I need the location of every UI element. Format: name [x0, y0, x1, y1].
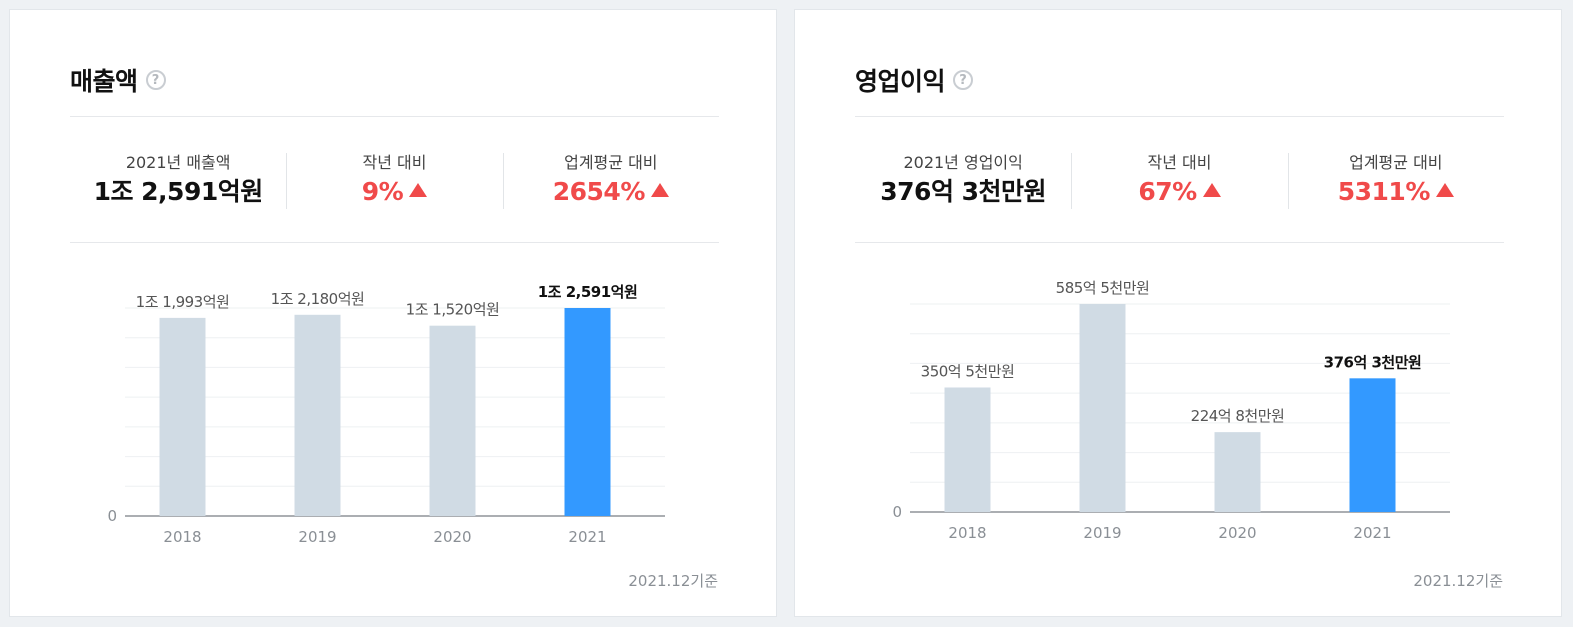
card-title: 매출액	[70, 67, 138, 96]
stat-label: 2021년 영업이익	[903, 153, 1023, 172]
stat-label: 작년 대비	[1147, 153, 1212, 172]
x-tick-label: 2019	[298, 528, 336, 546]
revenue-card: 매출액 ? 2021년 매출액 1조 2,591억원 작년 대비 9% 업계평균…	[9, 9, 777, 617]
bar	[294, 314, 341, 516]
stat-label: 업계평균 대비	[1349, 153, 1443, 172]
stat-industry: 업계평균 대비 2654%	[502, 153, 719, 209]
question-circle-icon[interactable]: ?	[953, 70, 974, 90]
stat-current: 2021년 매출액 1조 2,591억원	[70, 153, 286, 209]
x-tick-label: 2019	[1083, 524, 1121, 542]
stat-value: 376억 3천만원	[880, 177, 1047, 206]
x-tick-label: 2018	[948, 524, 986, 542]
operating-profit-bar-chart: 0 350억 5천만원 2018 585억 5천만원 2019 224억 8천만원 2020…	[892, 279, 1450, 542]
bar	[429, 325, 476, 516]
stat-value: 1조 2,591억원	[93, 177, 264, 206]
data-label: 350억 5천만원	[921, 362, 1015, 380]
operating-profit-card: 영업이익 ? 2021년 영업이익 376억 3천만원 작년 대비 67% 업계…	[794, 9, 1562, 617]
data-label: 1조 2,180억원	[271, 290, 365, 308]
stat-label: 업계평균 대비	[564, 153, 658, 172]
bar	[1214, 432, 1261, 512]
bar	[944, 387, 991, 512]
stat-value: 9%	[361, 177, 404, 206]
bar	[564, 308, 611, 516]
bar	[159, 317, 206, 516]
triangle-up-icon	[1202, 183, 1221, 197]
stat-value-wrap: 2654%	[503, 175, 719, 209]
data-label: 224억 8천만원	[1191, 407, 1285, 425]
footnote: 2021.12기준	[628, 572, 718, 590]
stat-industry: 업계평균 대비 5311%	[1287, 153, 1504, 209]
stat-value: 2654%	[552, 177, 646, 206]
divider	[70, 116, 719, 117]
divider	[855, 116, 1504, 117]
question-circle-icon[interactable]: ?	[145, 70, 166, 90]
divider	[855, 242, 1504, 243]
stat-value: 67%	[1138, 177, 1197, 206]
stat-value-wrap: 9%	[286, 175, 502, 209]
stat-current: 2021년 영업이익 376억 3천만원	[855, 153, 1071, 209]
stat-value-wrap: 5311%	[1288, 175, 1504, 209]
stat-value: 5311%	[1337, 177, 1431, 206]
y-tick-label: 0	[892, 503, 902, 521]
card-title: 영업이익	[855, 67, 946, 96]
stats-row: 2021년 매출액 1조 2,591억원 작년 대비 9% 업계평균 대비 26…	[70, 153, 719, 209]
stat-yoy: 작년 대비 9%	[286, 153, 502, 209]
x-tick-label: 2020	[1218, 524, 1256, 542]
data-label: 376억 3천만원	[1324, 353, 1422, 371]
stat-yoy: 작년 대비 67%	[1071, 153, 1287, 209]
bar	[1349, 378, 1396, 512]
data-label: 585억 5천만원	[1056, 279, 1150, 297]
stat-label: 2021년 매출액	[125, 153, 231, 172]
data-label: 1조 1,993억원	[136, 293, 230, 311]
stat-label: 작년 대비	[362, 153, 427, 172]
card-header: 영업이익 ?	[855, 62, 974, 98]
triangle-up-icon	[650, 183, 669, 197]
triangle-up-icon	[1435, 183, 1454, 197]
footnote: 2021.12기준	[1413, 572, 1503, 590]
stats-row: 2021년 영업이익 376억 3천만원 작년 대비 67% 업계평균 대비 5…	[855, 153, 1504, 209]
y-tick-label: 0	[107, 507, 117, 525]
stat-value-wrap: 67%	[1071, 175, 1287, 209]
x-tick-label: 2021	[1353, 524, 1391, 542]
bar	[1079, 304, 1126, 512]
divider	[70, 242, 719, 243]
data-label: 1조 2,591억원	[538, 283, 638, 301]
x-tick-label: 2020	[433, 528, 471, 546]
triangle-up-icon	[409, 183, 428, 197]
revenue-bar-chart: 0 1조 1,993억원 2018 1조 2,180억원 2019 1조 1,520억원 2…	[107, 283, 665, 546]
x-tick-label: 2021	[568, 528, 606, 546]
card-header: 매출액 ?	[70, 62, 166, 98]
x-tick-label: 2018	[163, 528, 201, 546]
data-label: 1조 1,520억원	[406, 301, 500, 319]
